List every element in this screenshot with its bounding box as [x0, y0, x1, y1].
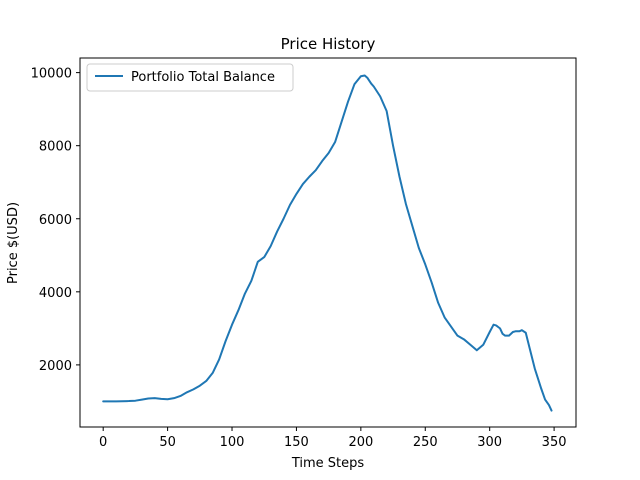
y-tick-label: 8000: [39, 140, 72, 155]
y-tick-label: 2000: [39, 359, 72, 374]
x-tick-label: 200: [348, 435, 373, 450]
legend: Portfolio Total Balance: [86, 63, 294, 92]
x-tick-label: 350: [542, 435, 567, 450]
y-tick-label: 10000: [31, 67, 72, 82]
x-tick-label: 300: [477, 435, 502, 450]
x-tick-label: 0: [99, 435, 107, 450]
y-tick-label: 6000: [39, 213, 72, 228]
x-tick-label: 250: [413, 435, 438, 450]
x-axis-label: Time Steps: [291, 456, 365, 471]
legend-label-portfolio: Portfolio Total Balance: [131, 70, 275, 85]
chart-title: Price History: [281, 35, 376, 53]
x-tick-label: 150: [284, 435, 309, 450]
series-line-portfolio-total-balance: [102, 74, 553, 412]
y-axis-label: Price $(USD): [6, 202, 21, 284]
y-axis-ticks: 2000 4000 6000 8000 10000: [31, 67, 80, 374]
x-axis-ticks: 0 50 100 150 200 250 300 350: [99, 427, 567, 450]
legend-box: [86, 63, 294, 92]
y-tick-label: 4000: [39, 286, 72, 301]
plot-area-frame: [79, 57, 577, 428]
x-tick-label: 100: [220, 435, 245, 450]
series-layer: [102, 74, 553, 412]
x-tick-label: 50: [159, 435, 176, 450]
